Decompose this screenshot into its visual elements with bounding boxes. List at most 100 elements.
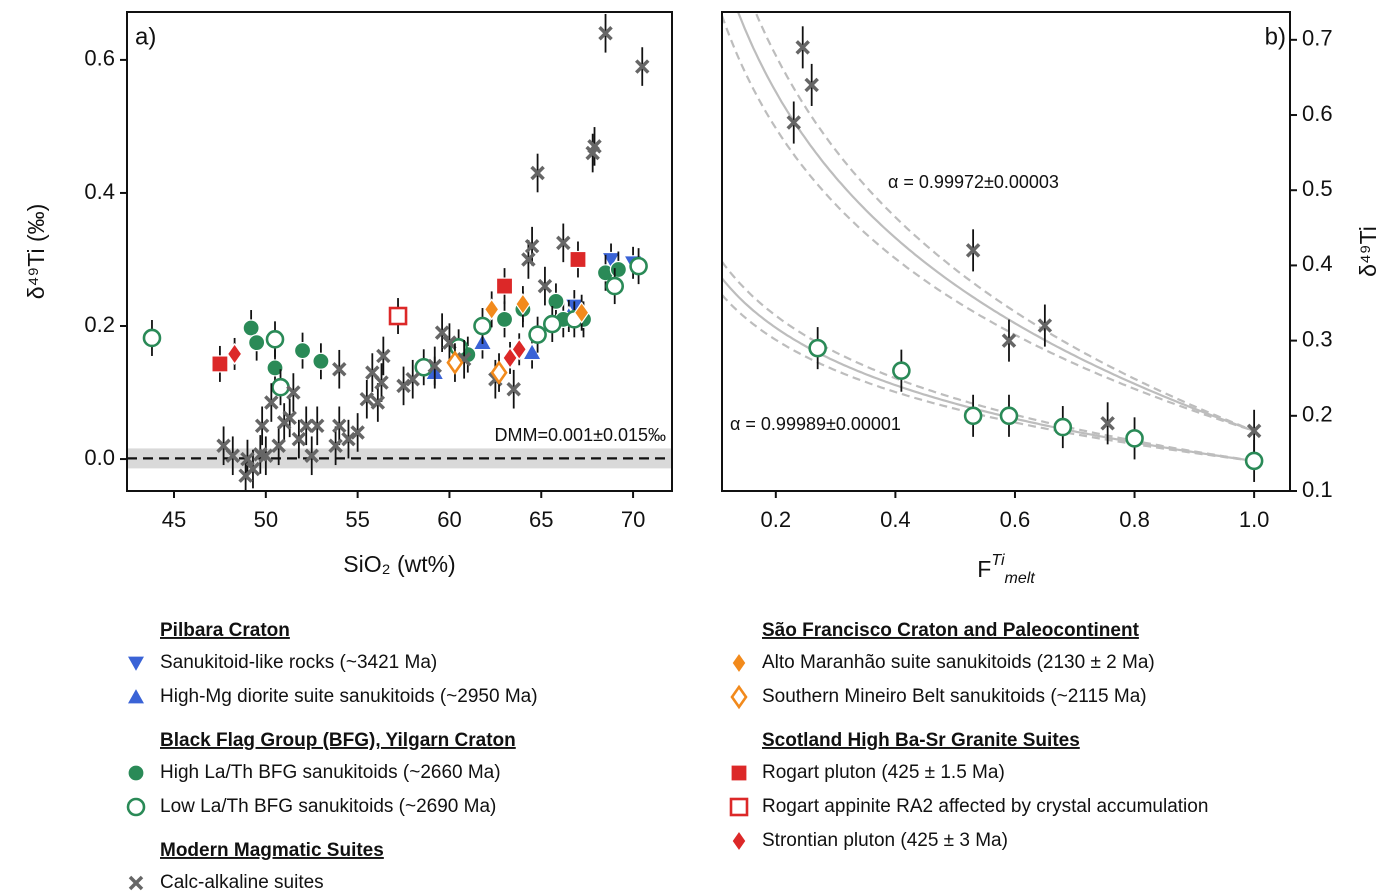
marker xyxy=(511,338,527,361)
marker xyxy=(332,362,347,377)
marker xyxy=(332,418,347,434)
marker xyxy=(142,328,162,348)
x-tick-label: 1.0 xyxy=(1239,507,1270,532)
marker xyxy=(446,350,464,375)
y-tick-label: 0.1 xyxy=(1302,477,1333,502)
marker xyxy=(271,438,286,453)
marker xyxy=(1001,333,1017,348)
legend-label: Low La/Th BFG sanukitoids (~2690 Ma) xyxy=(160,796,496,817)
plot-area xyxy=(722,12,1264,482)
fit-curve xyxy=(736,12,1254,432)
marker xyxy=(125,655,147,674)
y-tick-label: 0.3 xyxy=(1302,326,1333,351)
marker xyxy=(635,59,650,74)
marker xyxy=(473,316,492,336)
marker xyxy=(598,26,613,41)
x-axis-label-sub: melt xyxy=(1005,570,1036,587)
legend-heading: Black Flag Group (BFG), Yilgarn Craton xyxy=(160,730,516,751)
legend-heading: Pilbara Craton xyxy=(160,620,290,641)
legend-label: Sanukitoid-like rocks (~3421 Ma) xyxy=(160,652,437,673)
marker xyxy=(502,346,518,369)
y-axis-label: δ⁴⁹Ti (‰) xyxy=(23,204,49,300)
fit-label: α = 0.99989±0.00001 xyxy=(730,414,901,434)
marker xyxy=(515,293,531,316)
marker xyxy=(293,342,312,360)
y-axis-label: δ⁴⁹Ti xyxy=(1355,226,1381,277)
marker xyxy=(1244,451,1264,471)
marker xyxy=(265,330,285,349)
y-tick-label: 0.7 xyxy=(1302,26,1333,51)
marker xyxy=(405,371,420,387)
marker xyxy=(587,139,602,154)
axes-frame xyxy=(721,11,1291,492)
legend-heading: São Francisco Craton and Paleocontinent xyxy=(762,620,1140,641)
marker xyxy=(388,306,408,326)
marker xyxy=(374,375,389,390)
legend-label: Rogart appinite RA2 affected by crystal … xyxy=(762,796,1208,817)
legend-item: Southern Mineiro Belt sanukitoids (~2115… xyxy=(730,684,1147,710)
marker xyxy=(328,438,343,453)
marker xyxy=(1053,417,1073,437)
marker xyxy=(999,406,1019,426)
panel-label: a) xyxy=(135,23,156,50)
marker xyxy=(350,425,365,440)
x-tick-label: 0.4 xyxy=(880,507,911,532)
marker xyxy=(605,276,625,296)
marker xyxy=(211,355,229,373)
marker xyxy=(569,250,587,269)
marker xyxy=(128,875,144,891)
marker xyxy=(731,651,747,675)
legend-item: Rogart appinite RA2 affected by crystal … xyxy=(729,796,1208,817)
legend-label: Alto Maranhão suite sanukitoids (2130 ± … xyxy=(762,652,1155,673)
marker xyxy=(495,277,514,295)
x-tick-label: 60 xyxy=(437,507,461,532)
legend-label: Strontian pluton (425 ± 3 Ma) xyxy=(762,830,1008,851)
marker xyxy=(225,448,241,463)
plot-area xyxy=(127,13,672,491)
marker xyxy=(282,410,297,426)
marker xyxy=(524,238,540,254)
y-tick-label: 0.5 xyxy=(1302,176,1333,201)
marker xyxy=(609,260,627,279)
marker xyxy=(1246,423,1262,439)
legend-label: Rogart pluton (425 ± 1.5 Ma) xyxy=(762,762,1005,783)
marker xyxy=(528,325,547,344)
legend-item: High-Mg diorite suite sanukitoids (~2950… xyxy=(125,686,538,707)
marker xyxy=(730,684,748,710)
marker xyxy=(1100,416,1115,431)
x-tick-label: 70 xyxy=(621,507,645,532)
marker xyxy=(573,301,590,324)
marker xyxy=(537,278,553,294)
marker xyxy=(304,448,319,463)
marker xyxy=(226,342,243,365)
legend-label: High-Mg diorite suite sanukitoids (~2950… xyxy=(160,686,538,707)
marker xyxy=(730,764,748,782)
axes-frame xyxy=(126,11,673,492)
marker xyxy=(731,829,747,853)
marker xyxy=(490,360,508,385)
legend-label: Calc-alkaline suites xyxy=(160,872,324,893)
legend-heading: Modern Magmatic Suites xyxy=(160,840,384,861)
marker xyxy=(542,314,562,334)
marker xyxy=(271,377,290,397)
legend-item: Rogart pluton (425 ± 1.5 Ma) xyxy=(730,762,1005,783)
marker xyxy=(442,335,457,350)
y-tick-label: 0.2 xyxy=(84,312,115,337)
marker xyxy=(522,342,543,361)
marker xyxy=(341,431,356,447)
legend-item: Strontian pluton (425 ± 3 Ma) xyxy=(731,829,1008,853)
marker xyxy=(240,451,255,467)
x-tick-label: 0.2 xyxy=(761,507,792,532)
x-axis-label-base: F xyxy=(977,556,991,582)
reference-label: DMM=0.001±0.015‰ xyxy=(495,425,666,445)
y-tick-label: 0.4 xyxy=(1302,251,1333,276)
x-tick-label: 65 xyxy=(529,507,553,532)
marker xyxy=(804,77,819,93)
y-tick-label: 0.4 xyxy=(84,179,115,204)
marker xyxy=(264,395,279,410)
marker xyxy=(266,359,284,377)
x-tick-label: 0.8 xyxy=(1119,507,1150,532)
marker xyxy=(795,40,810,55)
x-tick-label: 55 xyxy=(345,507,369,532)
